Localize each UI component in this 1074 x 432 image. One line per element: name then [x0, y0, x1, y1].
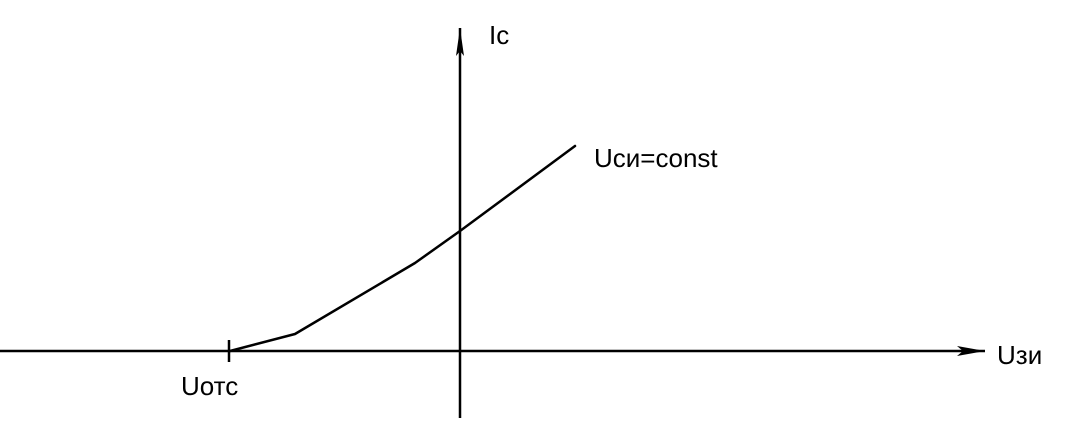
x-axis-label: Uзи — [997, 340, 1042, 370]
curve-condition-label: Uси=const — [594, 143, 718, 173]
transfer-curve — [228, 144, 577, 353]
cutoff-voltage-label: Uотс — [181, 371, 238, 401]
y-axis-label: Ic — [489, 20, 509, 50]
